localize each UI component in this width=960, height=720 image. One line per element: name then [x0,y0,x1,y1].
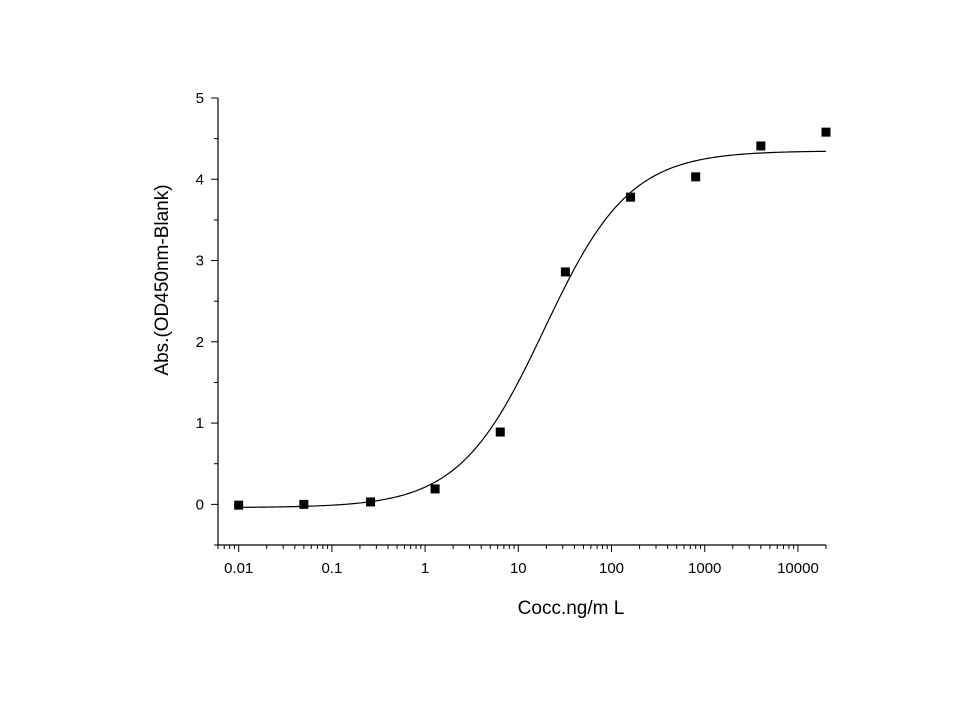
data-point [626,192,636,202]
plot-area [234,127,831,510]
x-axis-title: Cocc.ng/m L [518,598,625,619]
data-point [691,172,701,182]
data-point [299,499,309,509]
fit-curve [238,150,827,508]
x-tick-label: 10000 [777,560,819,577]
y-tick-label: 3 [196,253,204,270]
x-tick-label: 0.1 [321,560,342,577]
y-tick-label: 5 [196,90,204,107]
x-tick-label: 1000 [688,560,721,577]
x-tick-label: 1 [421,560,429,577]
y-tick-label: 2 [196,334,204,351]
data-point [495,427,505,437]
data-point [560,267,570,277]
data-point [366,497,376,507]
data-point [430,484,440,494]
y-tick-label: 0 [196,496,204,513]
ticks: 0.01 0.1 1 10 100 1000 10000 0 1 2 3 4 5 [196,90,827,577]
data-point [234,500,244,510]
data-point [756,141,766,151]
y-tick-label: 4 [196,171,204,188]
y-axis-title: Abs.(OD450nm-Blank) [152,184,173,375]
data-point [821,127,831,137]
y-tick-label: 1 [196,415,204,432]
axes [217,98,826,546]
x-tick-label: 0.01 [224,560,253,577]
x-tick-label: 100 [599,560,624,577]
x-tick-label: 10 [510,560,527,577]
